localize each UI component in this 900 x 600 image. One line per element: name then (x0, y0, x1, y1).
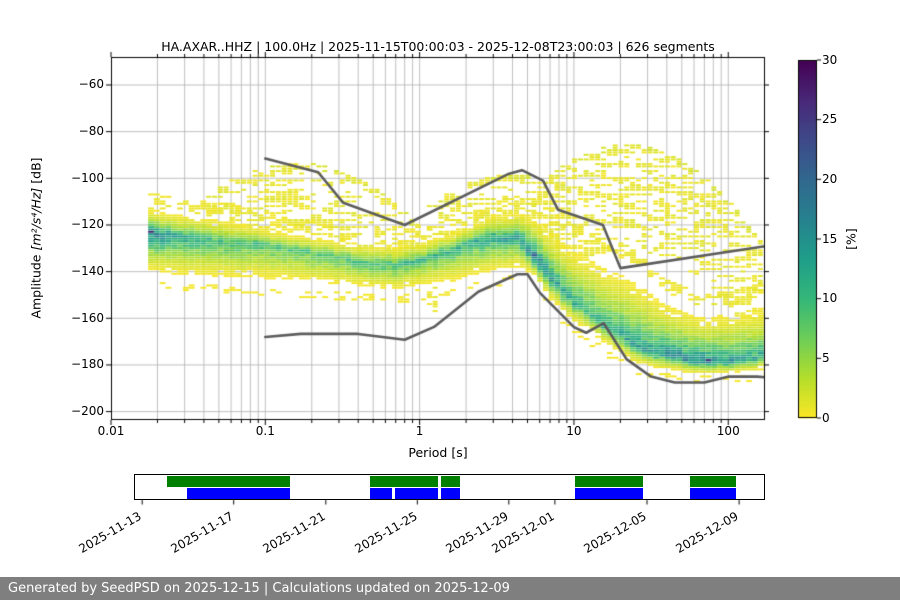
colorbar-label: [%] (843, 228, 859, 250)
coverage-segment-green (574, 475, 643, 487)
y-tick-label: −60 (78, 77, 104, 92)
colorbar-tick-label: 10 (822, 291, 838, 306)
coverage-segment-green (690, 475, 737, 487)
coverage-segment-blue (690, 487, 737, 499)
coverage-segment-green (370, 475, 439, 487)
y-tick-label: −120 (71, 217, 104, 232)
colorbar-tick-label: 20 (822, 171, 838, 186)
colorbar-tick-label: 15 (822, 231, 838, 246)
colorbar-tick-label: 30 (822, 52, 838, 67)
x-tick-label: 0.1 (255, 424, 275, 438)
coverage-segment-blue (370, 487, 393, 499)
y-tick-label: −160 (71, 310, 104, 325)
plot-title: HA.AXAR..HHZ | 100.0Hz | 2025-11-15T00:0… (161, 39, 715, 54)
data-availability-timeline (134, 474, 765, 500)
y-tick-label: −100 (71, 170, 104, 185)
x-tick-label: 0.01 (97, 424, 125, 438)
x-tick-label: 1 (415, 424, 424, 438)
x-tick-label: 100 (716, 424, 740, 438)
x-tick-label: 10 (566, 424, 582, 438)
y-tick-label: −80 (78, 124, 104, 139)
footer-bar: Generated by SeedPSD on 2025-12-15 | Cal… (0, 577, 900, 600)
coverage-segment-green (441, 475, 461, 487)
coverage-segment-blue (441, 487, 461, 499)
y-tick-label: −180 (71, 357, 104, 372)
y-tick-label: −200 (71, 404, 104, 419)
colorbar-tick-label: 25 (822, 112, 838, 127)
coverage-segment-blue (574, 487, 643, 499)
footer-text: Generated by SeedPSD on 2025-12-15 | Cal… (8, 581, 510, 596)
x-axis-label: Period [s] (408, 445, 468, 460)
colorbar-tick-label: 5 (822, 350, 830, 365)
coverage-segment-blue (186, 487, 291, 499)
y-tick-label: −140 (71, 264, 104, 279)
coverage-segment-green (167, 475, 291, 487)
colorbar-tick-label: 0 (822, 410, 830, 425)
coverage-segment-blue (395, 487, 439, 499)
y-axis-label-prefix: Amplitude (28, 250, 44, 319)
